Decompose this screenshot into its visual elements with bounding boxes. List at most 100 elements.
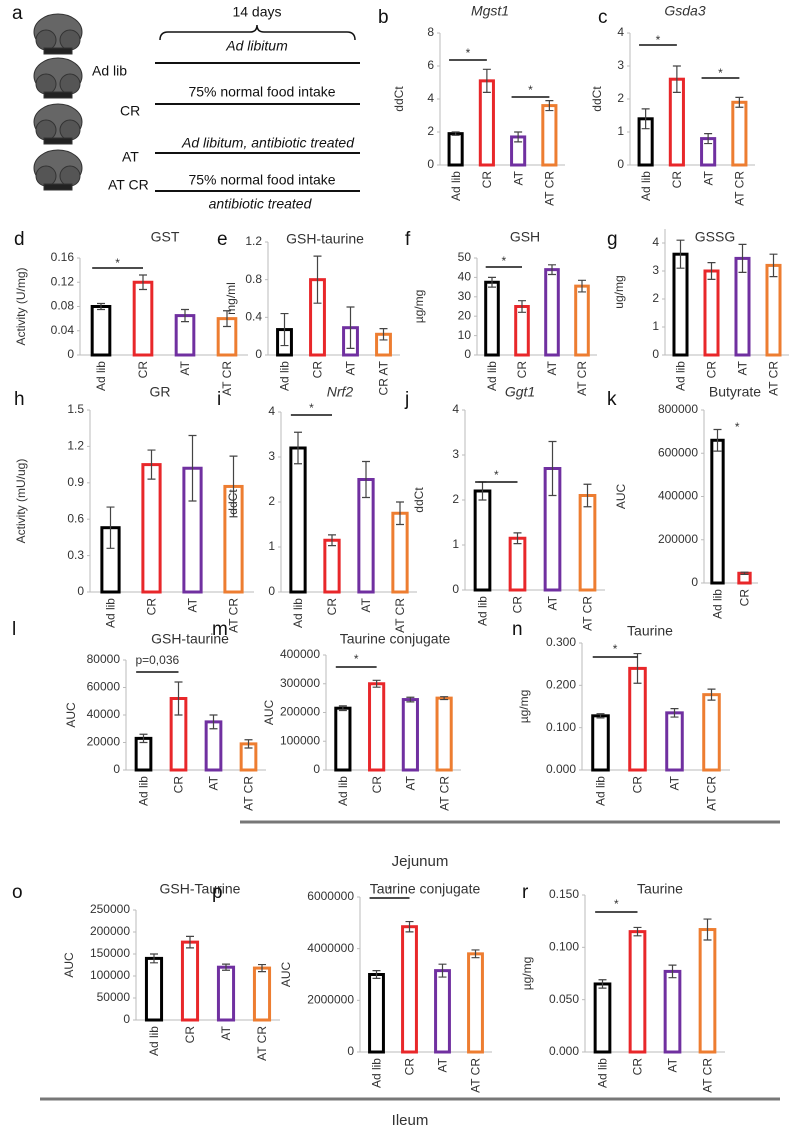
y-tick-label: 2	[452, 492, 459, 506]
x-tick-label: AT	[359, 597, 373, 612]
chart-title: GST	[151, 229, 180, 245]
error-bar	[488, 276, 496, 288]
bar	[368, 973, 385, 1054]
error-bar	[313, 255, 322, 304]
y-tick-label: 4000000	[307, 941, 354, 955]
error-bar	[150, 953, 158, 964]
x-tick-label: Ad lib	[711, 589, 725, 619]
y-axis-label: AUC	[62, 952, 76, 978]
treatment: Ad libitum, antibiotic treated	[181, 135, 355, 151]
error-bar	[258, 963, 266, 973]
x-tick-label: Ad lib	[485, 361, 499, 391]
bar	[731, 100, 748, 167]
error-bar	[406, 696, 415, 703]
error-bar	[740, 571, 749, 575]
y-tick-label: 1	[452, 537, 459, 551]
annotation: *	[115, 256, 120, 270]
y-tick-label: 0.04	[51, 323, 75, 337]
panel-label: o	[12, 882, 23, 903]
x-tick-label: AT CR	[733, 171, 747, 206]
error-bar	[139, 274, 147, 291]
bar	[591, 714, 610, 772]
error-bar	[514, 131, 523, 143]
error-bar	[735, 96, 744, 108]
treatment: antibiotic treated	[209, 196, 313, 212]
diagram: a 14 days Ad lib CR AT AT CR Ad libitum …	[12, 3, 360, 212]
y-tick-label: 0.4	[245, 310, 262, 324]
y-axis-label: ddCt	[226, 489, 240, 515]
y-axis-label: AUC	[614, 484, 628, 510]
error-bar	[633, 652, 642, 684]
y-tick-label: 400000	[280, 647, 320, 661]
y-axis-label: µg/mg	[520, 957, 534, 991]
bar	[323, 538, 341, 594]
bar	[574, 284, 590, 357]
bar	[544, 268, 560, 357]
y-tick-label: 0.300	[546, 635, 576, 649]
x-tick-label: CR	[511, 596, 525, 614]
annotation: *	[466, 46, 471, 60]
y-tick-label: 1.2	[245, 234, 262, 248]
error-bar	[280, 312, 289, 347]
y-tick-label: 0	[113, 762, 120, 776]
y-tick-label: 800000	[658, 402, 698, 416]
y-tick-label: 50	[458, 250, 472, 264]
error-bar	[438, 963, 447, 978]
x-tick-label: Ad lib	[596, 1058, 610, 1088]
error-bar	[596, 713, 605, 719]
y-tick-label: 0	[255, 347, 262, 361]
y-tick-label: 0	[464, 347, 471, 361]
x-tick-label: Ad lib	[94, 361, 108, 391]
bar	[484, 280, 500, 357]
y-tick-label: 4	[617, 25, 624, 39]
section-label: Jejunum	[392, 853, 449, 870]
panel-label: c	[598, 7, 608, 28]
y-tick-label: 0	[347, 1044, 354, 1058]
panel-label: k	[607, 389, 617, 410]
bar	[765, 263, 782, 357]
chart-title: Taurine conjugate	[340, 631, 451, 647]
x-tick-label: AT	[668, 775, 682, 790]
chart-title: GSSG	[695, 229, 735, 245]
group-name: AT	[122, 149, 139, 165]
chart-title: Taurine	[637, 881, 683, 897]
mouse-icons	[33, 13, 83, 191]
y-tick-label: 1	[617, 124, 624, 138]
x-tick-label: CR	[403, 1058, 417, 1076]
y-axis-label: µg/mg	[517, 690, 531, 724]
bar	[334, 706, 352, 772]
error-bar	[328, 534, 336, 547]
error-bar	[672, 65, 681, 93]
bar	[703, 269, 720, 357]
y-tick-label: 0.000	[549, 1044, 579, 1058]
y-tick-label: 0	[452, 582, 459, 596]
y-axis-label: Activity (U/mg)	[14, 267, 28, 345]
y-axis-label: AUC	[279, 962, 293, 988]
x-tick-label: Ad lib	[336, 776, 350, 806]
bar	[180, 940, 200, 1022]
chart-title: Nrf2	[327, 384, 354, 400]
x-tick-label: Ad lib	[104, 598, 118, 628]
annotation: p=0,036	[135, 653, 179, 667]
error-bar	[676, 239, 685, 269]
y-axis-label: ddCt	[412, 487, 426, 513]
mouse-icon	[33, 149, 83, 191]
y-tick-label: 0.100	[549, 940, 579, 954]
bar	[593, 982, 612, 1054]
x-tick-label: AT	[701, 170, 715, 185]
x-tick-label: AT	[436, 1057, 450, 1072]
bar	[141, 463, 162, 594]
panel-label: g	[607, 229, 618, 250]
y-axis-label: ddCt	[590, 86, 604, 112]
error-bar	[545, 100, 554, 112]
bar	[447, 132, 464, 167]
error-bar	[396, 501, 404, 526]
x-tick-label: CR	[145, 598, 159, 616]
x-tick-label: CR	[311, 361, 325, 379]
x-tick-label: CR	[705, 361, 719, 379]
bar	[90, 305, 112, 357]
error-bar	[346, 306, 355, 350]
y-tick-label: 0.8	[245, 272, 262, 286]
y-tick-label: 250000	[90, 902, 130, 916]
x-tick-label: AT CR	[393, 598, 407, 633]
